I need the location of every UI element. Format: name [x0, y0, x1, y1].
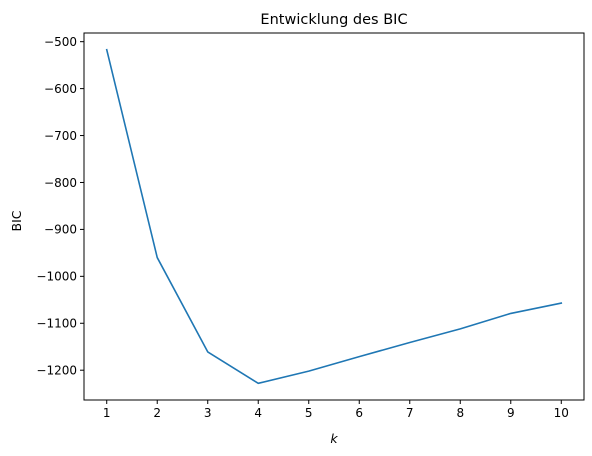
x-tick-label: 7	[406, 406, 414, 420]
x-tick-label: 2	[153, 406, 161, 420]
y-tick-label: −900	[44, 223, 77, 237]
y-axis-label: BIC	[9, 210, 24, 231]
y-tick-label: −1200	[36, 363, 77, 377]
y-tick-label: −1100	[36, 317, 77, 331]
x-tick-label: 1	[103, 406, 111, 420]
plot-area	[105, 48, 563, 385]
bic-series-line	[105, 48, 563, 385]
axes-frame	[83, 32, 585, 401]
y-tick-label: −500	[44, 35, 77, 49]
x-tick-label: 4	[254, 406, 262, 420]
x-tick-label: 9	[507, 406, 515, 420]
x-tick-label: 6	[355, 406, 363, 420]
y-axis-ticks: −1200 −1100 −1000 −900 −800 −700 −600 −500	[36, 35, 84, 377]
x-axis-ticks: 1 2 3 4 5 6 7 8 9 10	[103, 400, 569, 420]
y-tick-label: −600	[44, 82, 77, 96]
y-tick-label: −700	[44, 129, 77, 143]
x-tick-label: 10	[554, 406, 569, 420]
y-tick-label: −800	[44, 176, 77, 190]
chart-title: Entwicklung des BIC	[260, 12, 407, 28]
y-tick-label: −1000	[36, 270, 77, 284]
x-tick-label: 8	[456, 406, 464, 420]
x-axis-label: k	[330, 431, 338, 446]
x-tick-label: 3	[204, 406, 212, 420]
x-tick-label: 5	[305, 406, 313, 420]
